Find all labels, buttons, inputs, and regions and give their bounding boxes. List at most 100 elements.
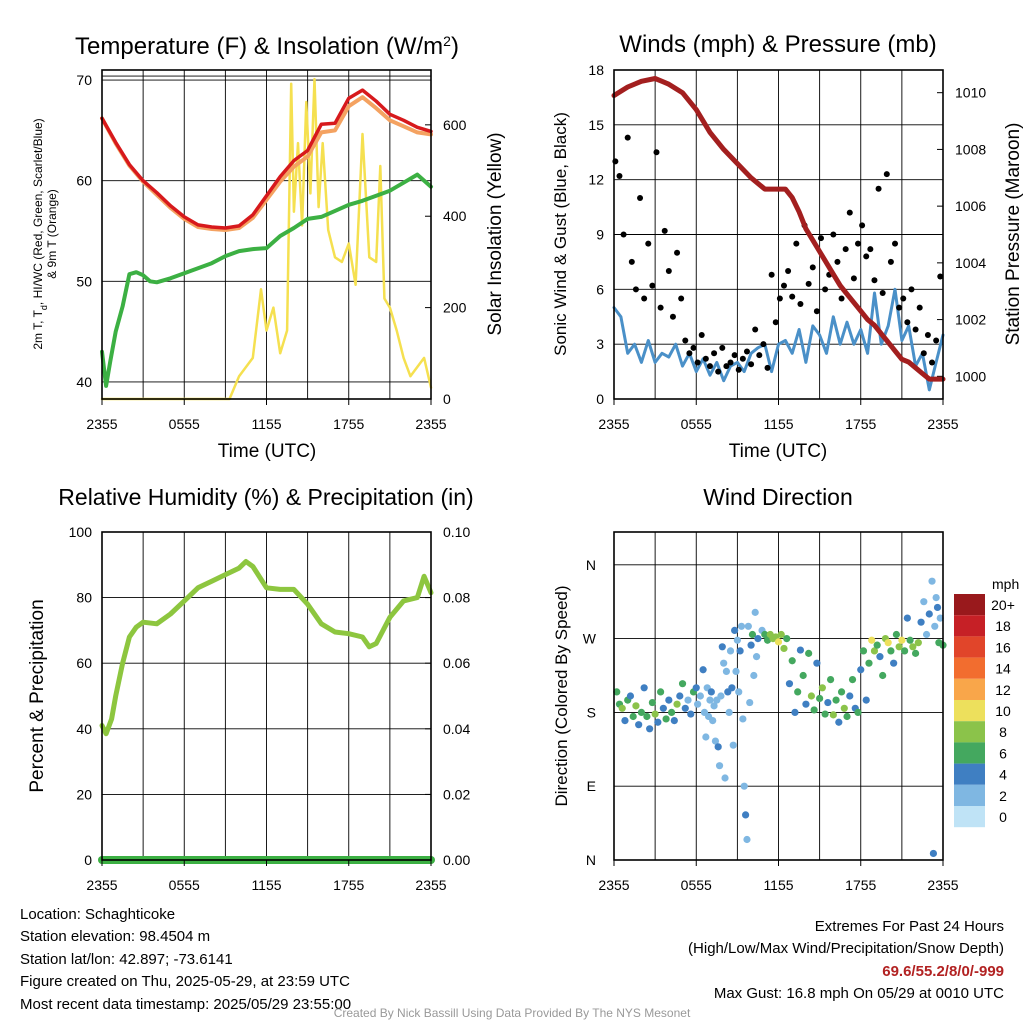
gust-point: [669, 313, 676, 320]
direction-point: [895, 643, 903, 651]
gust-point: [863, 253, 870, 260]
legend-swatch: [954, 721, 985, 743]
y-tick-label: S: [587, 704, 596, 720]
gust-point: [657, 304, 664, 311]
direction-point: [720, 659, 728, 667]
direction-point: [837, 688, 846, 696]
timestamp-line: Most recent data timestamp: 2025/05/29 2…: [20, 995, 352, 1013]
gust-point: [859, 222, 866, 229]
location-line: Location: Schaghticoke: [20, 906, 176, 923]
x-tick-label: 1155: [763, 416, 793, 432]
y-tick-label: W: [583, 631, 597, 647]
gust-point: [711, 350, 718, 357]
x-tick-label: 1755: [845, 416, 876, 432]
gust-point: [924, 332, 931, 339]
direction-point: [920, 598, 928, 606]
gust-point: [797, 300, 804, 307]
direction-point: [707, 688, 715, 696]
y-right-tick-label: 1010: [955, 85, 986, 101]
credit-line: Created By Nick Bassill Using Data Provi…: [333, 1006, 691, 1020]
gust-point: [793, 240, 800, 247]
direction-point: [884, 639, 892, 647]
y-axis-label: 2m T, Td, HI/WC (Red, Green, Scarlet/Blu…: [31, 118, 49, 349]
y-right-tick-label: 1000: [955, 368, 986, 384]
rh-line: [99, 559, 434, 737]
direction-point: [848, 676, 857, 684]
direction-point: [629, 712, 637, 721]
legend-swatch: [954, 763, 985, 785]
gust-point: [678, 295, 685, 302]
gust-point: [702, 355, 709, 362]
extremes-info: Extremes For Past 24 Hours (High/Low/Max…: [688, 916, 1004, 1006]
direction-point: [862, 696, 870, 704]
gust-point: [834, 258, 841, 265]
y-tick-label: E: [587, 778, 596, 794]
direction-point: [659, 704, 667, 712]
extremes-values: 69.6/55.2/8/0/-999: [882, 962, 1004, 980]
direction-point: [726, 647, 735, 655]
gust-point: [628, 258, 635, 265]
direction-point: [909, 643, 917, 651]
direction-point: [846, 692, 854, 700]
rh-panel: 0 0.00 20 0.02 40 0.04 60 0.06 80 0.08 100 0.10 2355…: [27, 484, 474, 893]
gust-point: [748, 361, 755, 368]
gust-point: [694, 359, 701, 366]
gust-point: [842, 246, 849, 253]
y-tick-label: 40: [76, 374, 92, 390]
legend-label: 14: [995, 661, 1011, 677]
direction-point: [824, 698, 832, 707]
direction-point: [648, 698, 656, 707]
gust-point: [785, 268, 792, 275]
extremes-title: Extremes For Past 24 Hours: [814, 918, 1004, 935]
y-axis-label-line2: & 9m T (Orange): [45, 189, 59, 279]
legend-label: 12: [995, 682, 1011, 698]
gust-point: [850, 275, 857, 282]
gust-point: [838, 295, 845, 302]
y-right-tick-label: 200: [443, 300, 467, 316]
y-right-tick-label: 0: [443, 391, 451, 407]
direction-point: [835, 718, 843, 726]
legend-label: 10: [995, 703, 1011, 719]
gust-point: [674, 249, 681, 256]
gust-point: [776, 295, 783, 302]
direction-point: [711, 737, 720, 745]
y-right-tick-label: 0.00: [443, 852, 470, 868]
direction-point: [699, 666, 707, 674]
gust-point: [760, 341, 767, 348]
direction-point: [681, 704, 689, 712]
gust-point: [752, 326, 759, 333]
direction-point: [621, 717, 629, 725]
temp-panel: 40 50 60 70 0 200 400 600 2355 0555 1155 1755 2355 Te…: [31, 33, 506, 462]
gust-point: [875, 185, 882, 192]
direction-point: [742, 811, 750, 819]
gust-point: [772, 319, 779, 326]
y-right-tick-label: 0.06: [443, 655, 470, 671]
direction-point: [752, 653, 761, 661]
y-tick-label: 0: [84, 852, 92, 868]
y-tick-label: 12: [588, 172, 604, 188]
legend-swatch: [954, 636, 985, 658]
x-axis-label: Time (UTC): [729, 441, 828, 462]
y-right-tick-label: 1004: [955, 255, 986, 271]
legend-swatch: [954, 594, 985, 616]
direction-point: [854, 708, 862, 717]
direction-point: [906, 636, 914, 644]
direction-point: [687, 710, 695, 718]
gust-point: [904, 319, 911, 326]
direction-point: [933, 603, 942, 612]
direction-point: [791, 708, 799, 717]
gust-point: [805, 280, 812, 287]
x-tick-label: 1155: [251, 877, 281, 893]
direction-point: [737, 622, 746, 630]
extremes-legend: (High/Low/Max Wind/Precipitation/Snow De…: [688, 940, 1004, 958]
direction-point: [903, 614, 911, 622]
chart-title: Relative Humidity (%) & Precipitation (i…: [58, 484, 473, 510]
y-tick-label: 9: [596, 227, 604, 243]
direction-point: [637, 708, 646, 717]
gust-point: [855, 240, 862, 247]
gust-point: [682, 337, 689, 344]
y-tick-label: 100: [69, 524, 93, 540]
y-tick-label: 3: [596, 336, 604, 352]
direction-point: [774, 638, 783, 646]
y-axis-label: Sonic Wind & Gust (Blue, Black): [551, 112, 570, 356]
